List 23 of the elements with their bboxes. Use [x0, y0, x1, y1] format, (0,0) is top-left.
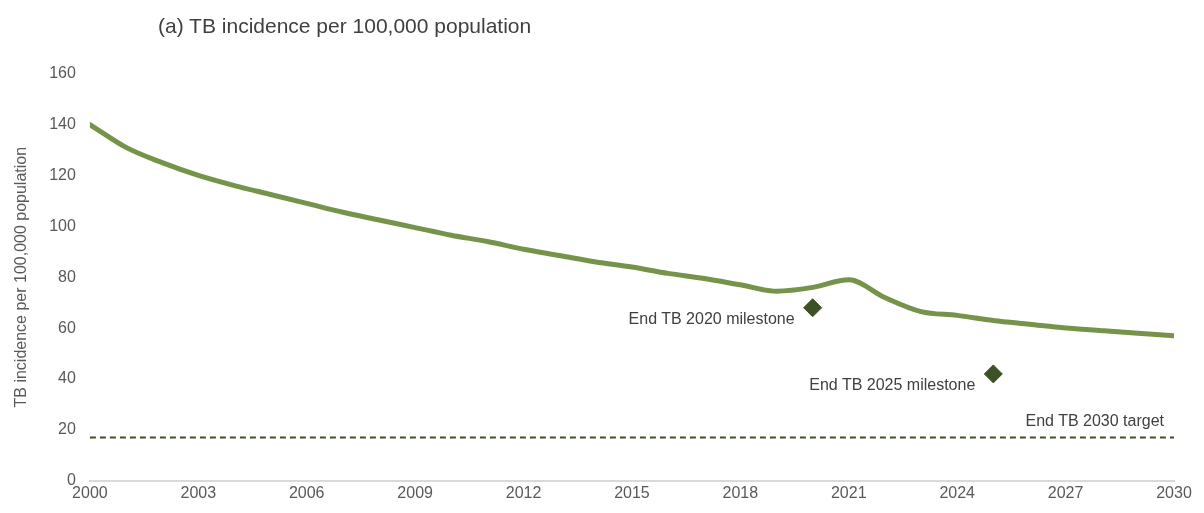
y-tick-label: 140: [49, 114, 76, 132]
x-tick-label: 2003: [180, 483, 217, 501]
y-tick-label: 40: [58, 369, 76, 387]
x-tick-label: 2030: [1156, 483, 1192, 501]
x-tick-label: 2021: [830, 483, 867, 501]
y-tick-label: 100: [49, 216, 76, 234]
x-tick-label: 2006: [288, 483, 325, 501]
x-tick-label: 2009: [397, 483, 434, 501]
chart-title: (a) TB incidence per 100,000 population: [158, 14, 532, 38]
y-tick-label: 80: [58, 267, 76, 285]
y-tick-label: 160: [49, 64, 76, 82]
y-tick-label: 120: [49, 165, 76, 183]
x-tick-label: 2012: [505, 483, 542, 501]
annotation: End TB 2020 milestone: [628, 310, 795, 328]
x-tick-label: 2018: [722, 483, 759, 501]
y-tick-label: 20: [58, 420, 76, 438]
y-tick-label: 60: [58, 318, 76, 336]
annotation: End TB 2025 milestone: [809, 376, 976, 394]
ref-line-label: End TB 2030 target: [1025, 411, 1165, 429]
x-tick-label: 2024: [939, 483, 976, 501]
x-tick-label: 2027: [1047, 483, 1084, 501]
x-tick-label: 2015: [614, 483, 650, 501]
y-axis-title: TB incidence per 100,000 population: [12, 146, 30, 408]
